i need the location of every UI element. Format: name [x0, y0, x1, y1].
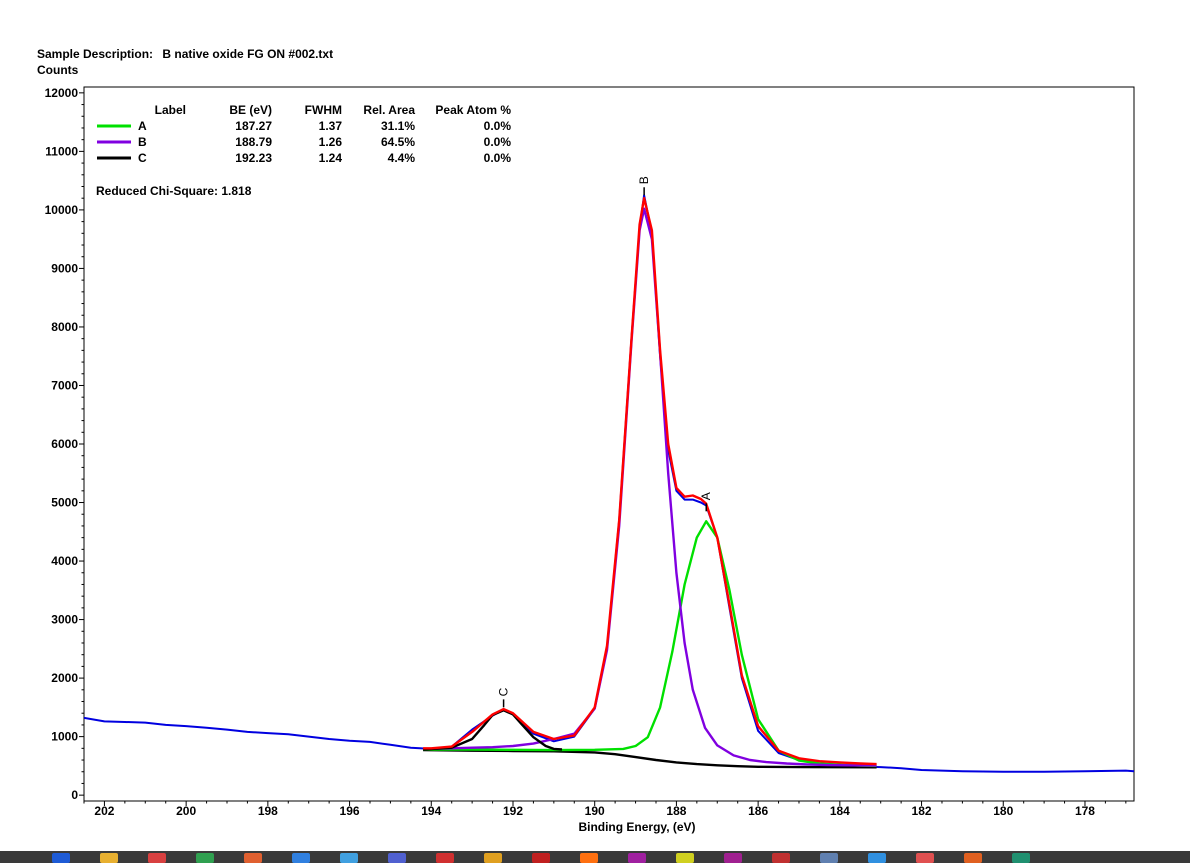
- legend-label: A: [138, 119, 147, 133]
- x-tick-label: 196: [340, 804, 360, 818]
- legend-header: Label: [155, 103, 186, 117]
- x-tick-label: 202: [94, 804, 114, 818]
- x-tick-label: 178: [1075, 804, 1095, 818]
- taskbar-app-icon[interactable]: [148, 853, 166, 863]
- x-tick-label: 188: [666, 804, 686, 818]
- x-tick-label: 182: [912, 804, 932, 818]
- x-tick-label: 186: [748, 804, 768, 818]
- y-tick-label: 4000: [51, 554, 78, 568]
- taskbar-app-icon[interactable]: [388, 853, 406, 863]
- legend-value: 0.0%: [484, 135, 512, 149]
- series-line-background: [423, 748, 877, 769]
- sample-description-label: Sample Description:: [37, 47, 154, 61]
- sample-description-value: B native oxide FG ON #002.txt: [162, 47, 334, 61]
- taskbar-app-icon[interactable]: [868, 853, 886, 863]
- y-tick-label: 12000: [45, 86, 79, 100]
- x-tick-label: 180: [993, 804, 1013, 818]
- y-tick-label: 2000: [51, 671, 78, 685]
- y-tick-label: 3000: [51, 613, 78, 627]
- x-axis-label: Binding Energy, (eV): [578, 820, 695, 834]
- x-tick-label: 184: [830, 804, 850, 818]
- taskbar-app-icon[interactable]: [340, 853, 358, 863]
- x-tick-label: 198: [258, 804, 278, 818]
- legend-label: C: [138, 151, 147, 165]
- legend-header: Peak Atom %: [435, 103, 511, 117]
- legend-value: 1.26: [319, 135, 343, 149]
- legend-header: FWHM: [305, 103, 342, 117]
- taskbar-app-icon[interactable]: [244, 853, 262, 863]
- legend-value: 4.4%: [388, 151, 416, 165]
- taskbar-app-icon[interactable]: [484, 853, 502, 863]
- taskbar-app-icon[interactable]: [916, 853, 934, 863]
- taskbar-app-icon[interactable]: [1012, 853, 1030, 863]
- series-line-c: [423, 709, 563, 751]
- series-line-envelope: [423, 196, 877, 766]
- legend-value: 64.5%: [381, 135, 415, 149]
- taskbar-app-icon[interactable]: [580, 853, 598, 863]
- legend-header: Rel. Area: [363, 103, 415, 117]
- x-tick-label: 200: [176, 804, 196, 818]
- y-tick-label: 5000: [51, 496, 78, 510]
- peak-marker-label: B: [637, 176, 651, 184]
- legend-value: 1.24: [319, 151, 343, 165]
- taskbar-app-icon[interactable]: [772, 853, 790, 863]
- legend-value: 0.0%: [484, 151, 512, 165]
- y-tick-label: 11000: [45, 144, 78, 158]
- y-tick-label: 7000: [51, 378, 78, 392]
- y-tick-label: 10000: [45, 203, 79, 217]
- taskbar-app-icon[interactable]: [964, 853, 982, 863]
- peak-marker-label: A: [699, 492, 713, 500]
- taskbar-app-icon[interactable]: [436, 853, 454, 863]
- x-tick-label: 190: [585, 804, 605, 818]
- legend-value: 192.23: [235, 151, 272, 165]
- legend-header: BE (eV): [229, 103, 272, 117]
- x-tick-label: 192: [503, 804, 523, 818]
- legend-value: 187.27: [235, 119, 272, 133]
- taskbar-app-icon[interactable]: [532, 853, 550, 863]
- taskbar-app-icon[interactable]: [724, 853, 742, 863]
- y-tick-label: 8000: [51, 320, 78, 334]
- peak-marker-label: C: [497, 687, 511, 696]
- taskbar-app-icon[interactable]: [196, 853, 214, 863]
- x-tick-label: 194: [421, 804, 441, 818]
- series-line-a: [423, 520, 877, 768]
- taskbar-app-icon[interactable]: [100, 853, 118, 863]
- sample-description: Sample Description: B native oxide FG ON…: [37, 47, 333, 61]
- taskbar-app-icon[interactable]: [292, 853, 310, 863]
- legend-value: 1.37: [319, 119, 343, 133]
- y-axis-title: Counts: [37, 63, 79, 77]
- y-tick-label: 1000: [51, 730, 78, 744]
- legend-value: 0.0%: [484, 119, 512, 133]
- y-tick-label: 0: [71, 788, 78, 802]
- y-tick-label: 9000: [51, 261, 78, 275]
- legend-value: 31.1%: [381, 119, 415, 133]
- legend-value: 188.79: [235, 135, 272, 149]
- y-tick-label: 6000: [51, 437, 78, 451]
- chi-square-label: Reduced Chi-Square: 1.818: [96, 184, 252, 198]
- legend-label: B: [138, 135, 147, 149]
- series-line-b: [423, 207, 877, 767]
- series-line-data: [84, 194, 1134, 773]
- taskbar: [0, 851, 1190, 863]
- taskbar-app-icon[interactable]: [820, 853, 838, 863]
- taskbar-app-icon[interactable]: [52, 853, 70, 863]
- taskbar-app-icon[interactable]: [628, 853, 646, 863]
- taskbar-app-icon[interactable]: [676, 853, 694, 863]
